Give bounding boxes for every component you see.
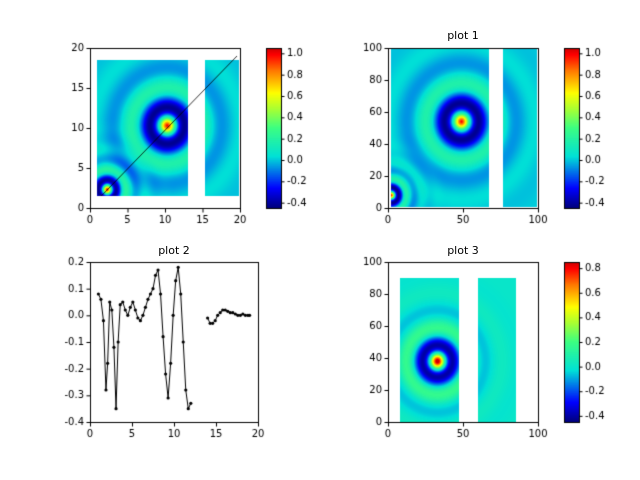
- plot2-title: plot 2: [158, 244, 190, 257]
- plot1-title: plot 1: [447, 29, 479, 42]
- plot3-title: plot 3: [447, 244, 479, 257]
